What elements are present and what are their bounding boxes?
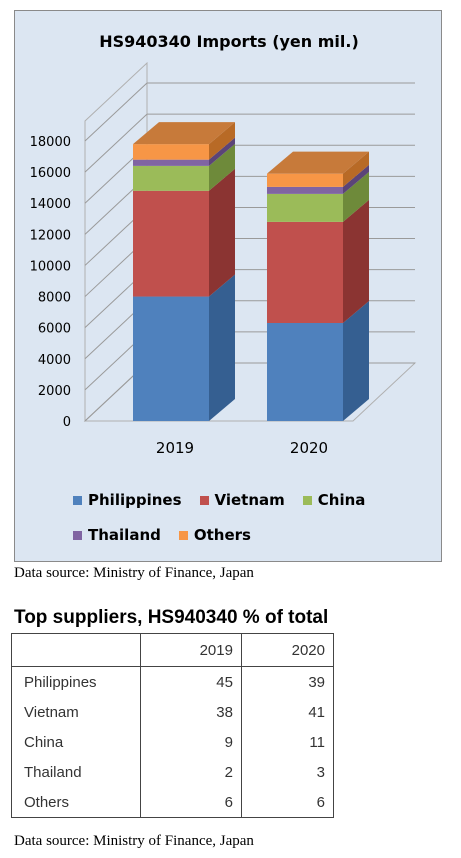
bar-segment-front (267, 186, 343, 194)
legend-label: Thailand (88, 526, 161, 544)
bar-segment-front (267, 323, 343, 421)
chart-panel: HS940340 Imports (yen mil.) 0 2000 4000 6000… (14, 10, 442, 562)
y-tick-label: 12000 (30, 228, 71, 243)
bar-segment-side (209, 137, 235, 166)
table-row: Thailand 2 3 (11, 757, 334, 787)
share-2019-cell: 2 (140, 757, 242, 787)
bar-segment-side (343, 171, 369, 222)
legend-item: Thailand (73, 526, 161, 544)
y-tick-label: 10000 (30, 259, 71, 274)
share-2019-cell: 45 (140, 666, 242, 697)
y-tick-label: 16000 (30, 166, 71, 181)
y-tick-label: 18000 (30, 135, 71, 150)
table-row: China 9 11 (11, 727, 334, 757)
x-tick-label: 2019 (156, 439, 194, 457)
table-row: Philippines 45 39 (11, 666, 334, 697)
bar-top-face (267, 151, 369, 174)
stacked-bar-chart: HS940340 Imports (yen mil.) 0 2000 4000 6000… (30, 32, 417, 457)
legend-swatch (73, 495, 82, 505)
gridline-side (84, 82, 148, 142)
legend-item: Vietnam (199, 491, 285, 509)
bar-segment-front (267, 173, 343, 187)
legend-swatch (199, 495, 209, 505)
supplier-name-cell: China (11, 727, 142, 757)
share-2020-cell: 3 (316, 763, 325, 781)
y-tick-label: 4000 (38, 353, 71, 368)
bar-segment-side (209, 143, 235, 191)
table-header-row: 2019 2020 (11, 633, 334, 667)
bar-top-face (133, 122, 235, 145)
chart-title: HS940340 Imports (yen mil.) (99, 32, 359, 51)
supplier-name-cell: Others (11, 787, 142, 818)
bar-segment-side (209, 122, 235, 160)
gridline-side (84, 113, 148, 173)
chart-data-source: Data source: Ministry of Finance, Japan (14, 565, 254, 581)
share-2020-cell: 6 (316, 793, 325, 811)
header-cell: 2020 (241, 633, 334, 667)
bar-segment-side (343, 301, 369, 421)
table-row: Others 6 6 (11, 787, 334, 818)
bar-segment-side (209, 274, 235, 421)
table-data-source: Data source: Ministry of Finance, Japan (14, 833, 254, 849)
bar-segment-side (343, 199, 369, 323)
legend-item: Others (178, 526, 251, 544)
supplier-share-table: 2019 2020 Philippines 45 39 Vietnam 38 41 China 9… (11, 633, 334, 818)
share-2019-cell: 6 (140, 787, 242, 818)
share-2019-cell: 38 (140, 697, 242, 727)
x-tick-label: 2020 (290, 439, 328, 457)
bar-segment-front (133, 159, 209, 166)
legend-row: Thailand Others (73, 526, 269, 544)
bar-segment-side (343, 164, 369, 194)
share-2020-cell: 41 (308, 703, 325, 721)
bar-segment-front (267, 221, 343, 323)
y-tick-label: 6000 (38, 322, 71, 337)
legend-swatch (178, 530, 188, 540)
bar-segment-front (267, 193, 343, 222)
legend-label: China (317, 491, 366, 509)
bar-segment-side (209, 168, 235, 297)
supplier-name-cell: Philippines (11, 666, 142, 697)
legend-item: China (302, 491, 366, 509)
table-title: Top suppliers, HS940340 % of total (14, 607, 329, 628)
share-2020-cell: 11 (309, 733, 325, 751)
header-cell (11, 633, 142, 667)
bar-segment-front (133, 190, 209, 297)
supplier-name-cell: Vietnam (11, 697, 142, 727)
table-row: Vietnam 38 41 (11, 697, 334, 727)
legend-label: Vietnam (214, 491, 285, 509)
y-tick-label: 14000 (30, 197, 71, 212)
legend-row: Philippines Vietnam China (73, 491, 383, 509)
bar-segment-side (343, 151, 369, 187)
legend-label: Others (193, 526, 251, 544)
share-2020-cell: 39 (308, 673, 325, 691)
legend-label: Philippines (88, 491, 182, 509)
bar-segment-front (133, 165, 209, 191)
bar-segment-front (133, 144, 209, 160)
y-tick-label: 8000 (38, 291, 71, 306)
legend-swatch (73, 530, 82, 540)
y-tick-label: 0 (63, 415, 71, 430)
legend-swatch (302, 495, 312, 505)
header-cell: 2019 (140, 633, 242, 667)
supplier-name-cell: Thailand (11, 757, 142, 787)
legend-item: Philippines (73, 491, 182, 509)
share-2019-cell: 9 (140, 727, 242, 757)
y-tick-label: 2000 (38, 384, 71, 399)
bar-segment-front (133, 296, 209, 421)
